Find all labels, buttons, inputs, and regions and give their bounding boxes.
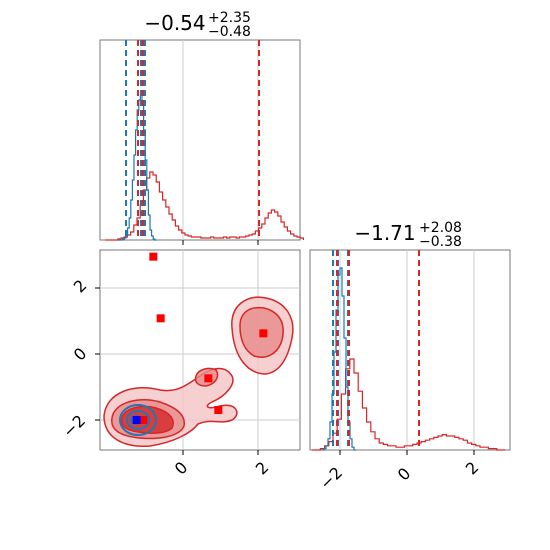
title-param-2-value: −1.71	[354, 221, 415, 245]
marker-point-4	[214, 406, 223, 414]
marker-point-0	[139, 416, 148, 424]
x-tick-label-2: 2	[252, 458, 273, 479]
title-param-1-plus: +2.35	[208, 10, 251, 26]
title-param-2-plus: +2.08	[419, 220, 462, 236]
title-param-1-minus: −0.48	[208, 24, 251, 40]
panel-top-left	[99, 39, 301, 241]
title-param-1-value: −0.54	[144, 11, 205, 35]
marker-truth-6	[132, 416, 141, 424]
y-tick-label-2: 2	[70, 276, 91, 297]
title-param-2: −1.71	[354, 221, 415, 245]
histogram-param2-red	[312, 358, 506, 451]
panel-bottom-left	[99, 249, 301, 451]
marker-point-3	[204, 374, 213, 383]
panel-bottom-right	[309, 249, 511, 451]
x2-tick-label-2: 2	[462, 458, 483, 479]
marker-point-5	[259, 329, 268, 338]
contour-blue-1	[126, 410, 150, 430]
marker-point-1	[149, 252, 158, 261]
contour-blue-0	[119, 404, 157, 436]
title-param-1: −0.54	[144, 11, 205, 35]
y-tick-label-0: 0	[70, 344, 91, 365]
marker-point-2	[156, 314, 165, 323]
y-tick-label-minus-2: −2	[59, 411, 89, 441]
title-param-2-minus: −0.38	[419, 234, 462, 250]
x2-tick-label-minus-2: −2	[316, 463, 346, 493]
histogram-param1-red	[105, 171, 304, 241]
x2-tick-label-0: 0	[394, 464, 415, 485]
x-tick-label-0: 0	[171, 458, 192, 479]
